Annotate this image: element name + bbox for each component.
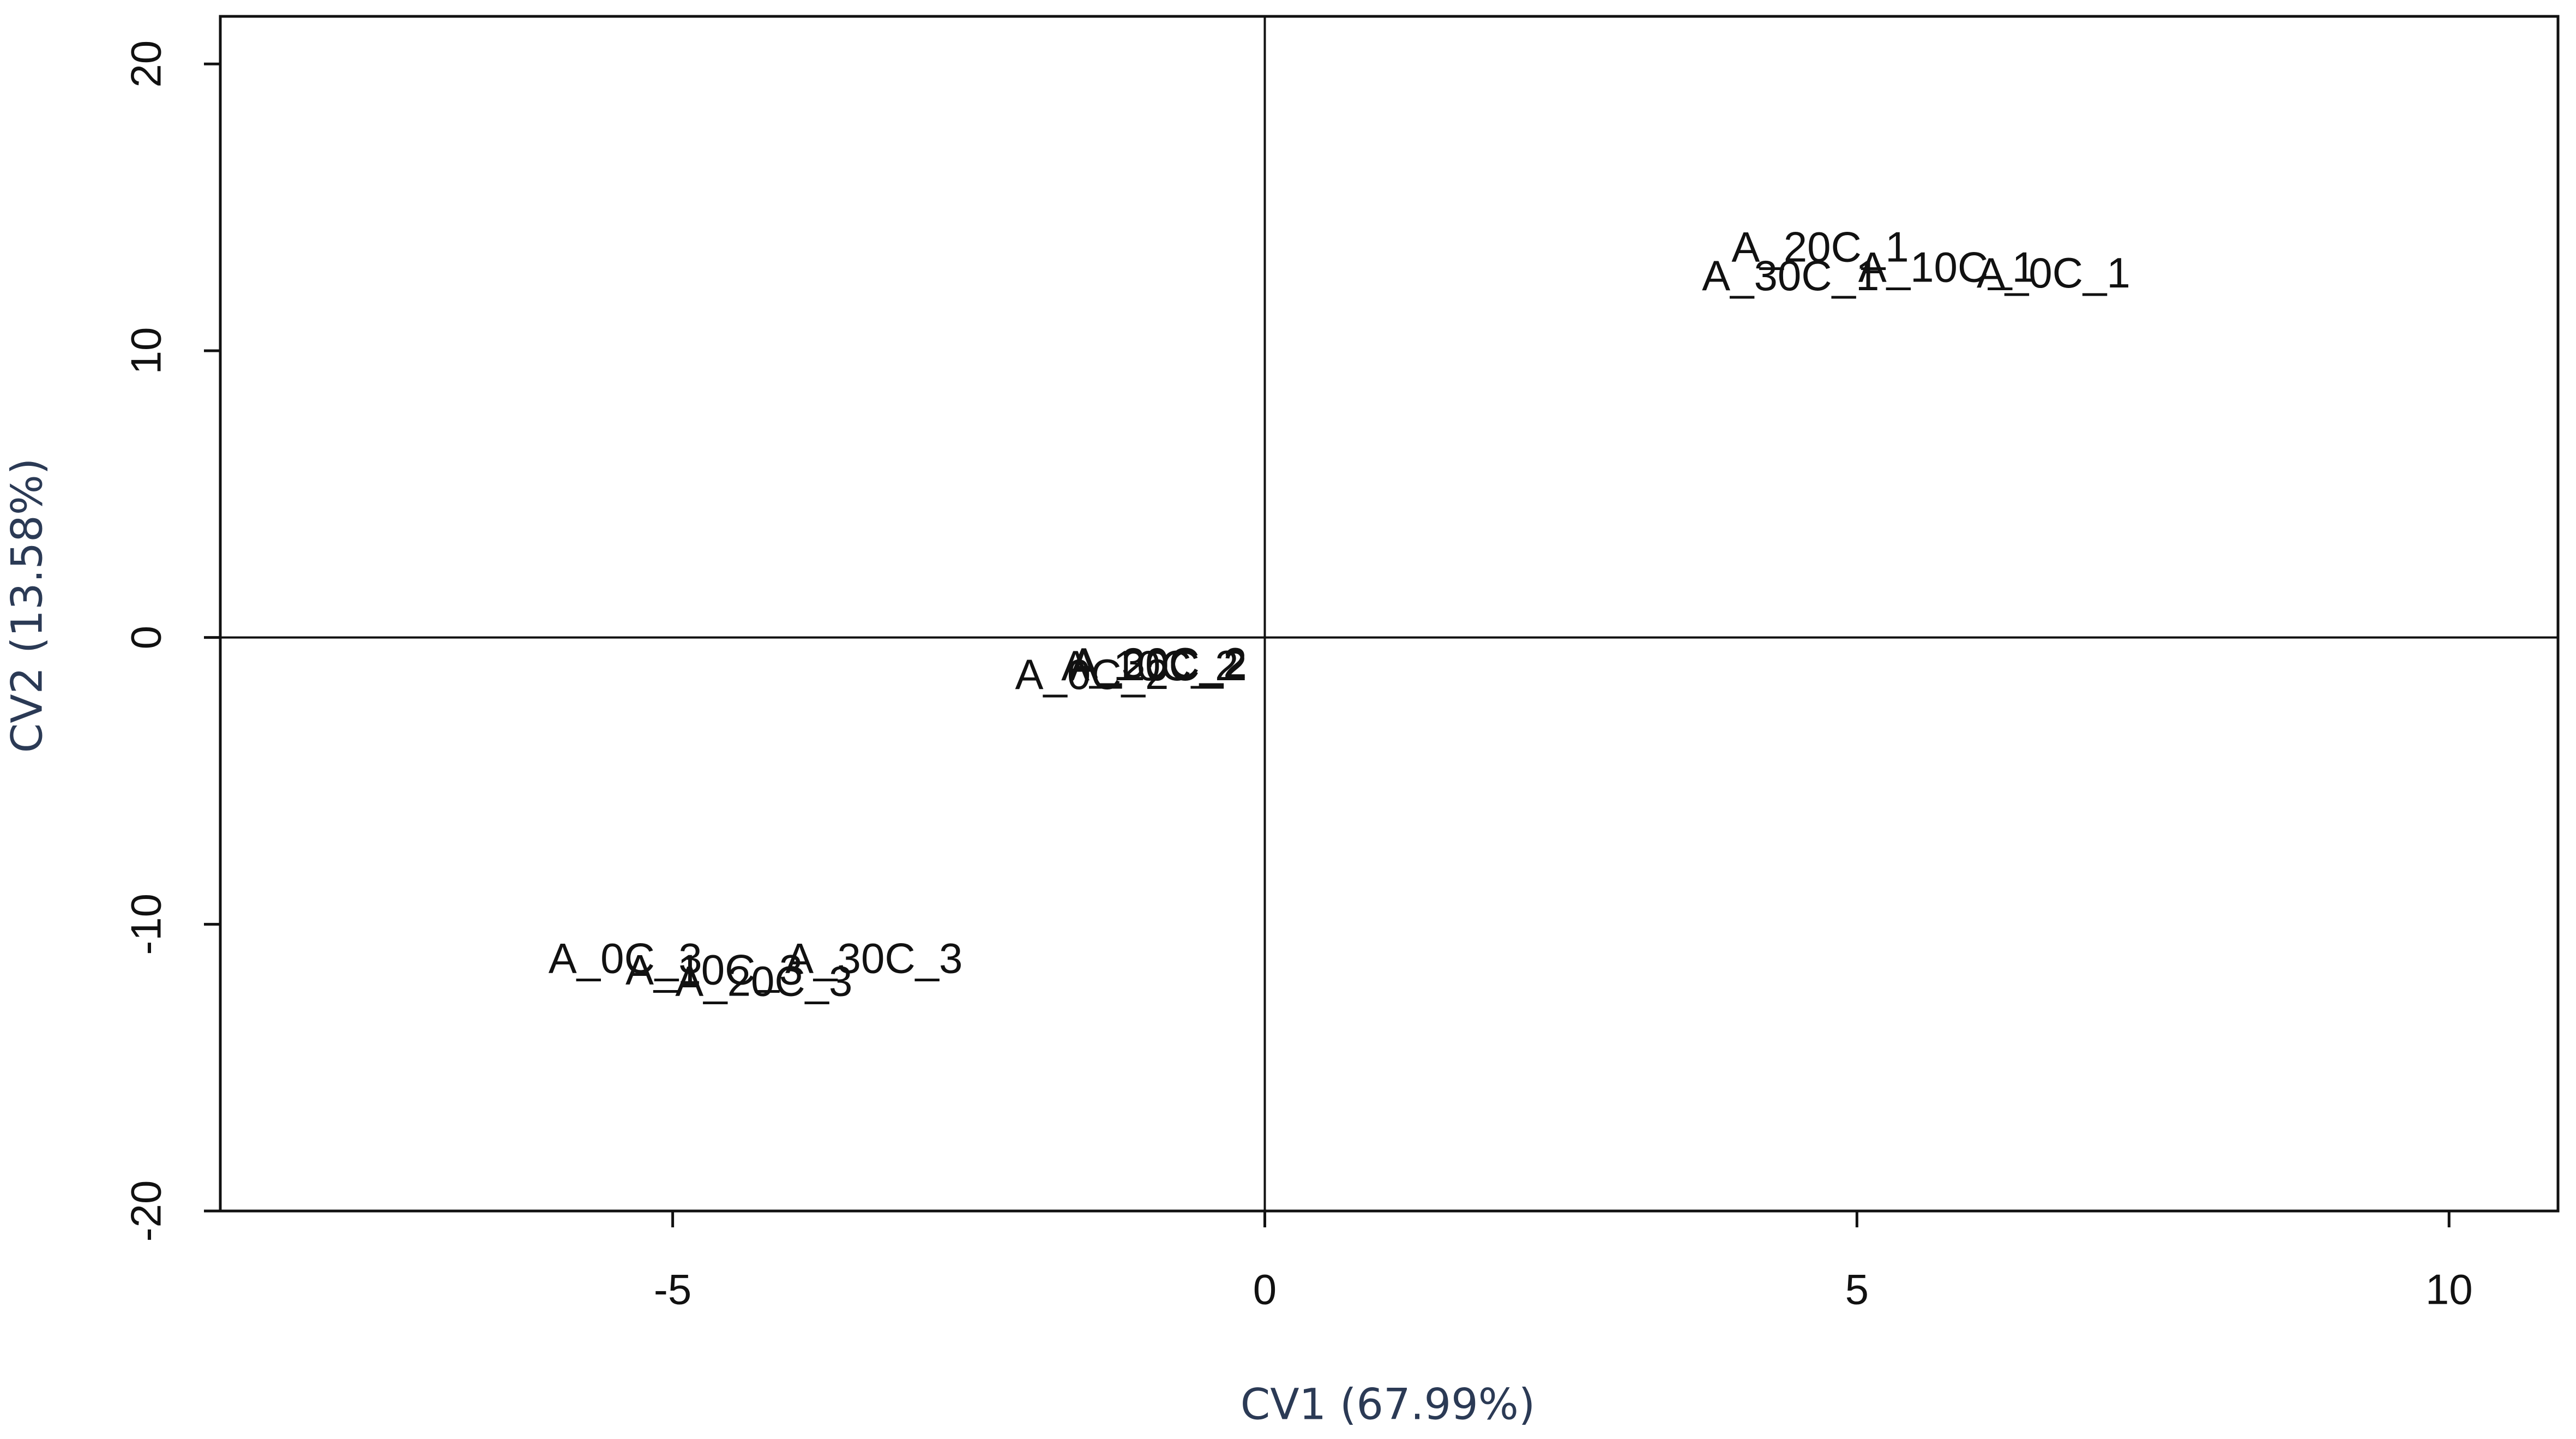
x-tick-label: 10 <box>2425 1266 2473 1314</box>
x-axis-title: CV1 (67.99%) <box>1241 1380 1536 1429</box>
x-tick-label: 5 <box>1845 1266 1869 1314</box>
point-label: A_20C_3 <box>675 957 852 1005</box>
y-axis-title: CV2 (13.58%) <box>3 458 52 753</box>
plot-frame <box>219 15 2560 1213</box>
point-label: A_10C_2 <box>1061 641 1238 689</box>
point-label: A_10C_1 <box>1858 243 2036 291</box>
point-label: A_30C_2 <box>1069 639 1247 687</box>
y-tick-label: 0 <box>122 626 170 649</box>
x-tick-label: -5 <box>654 1266 691 1314</box>
y-tick-label: 10 <box>122 327 170 375</box>
x-tick-label: 0 <box>1253 1266 1277 1314</box>
point-label: A_20C_2 <box>1069 641 1247 689</box>
y-tick-label: 20 <box>122 40 170 88</box>
y-tick-label: -10 <box>122 894 170 955</box>
point-label: A_30C_3 <box>785 934 962 982</box>
point-label: A_30C_1 <box>1702 251 1879 299</box>
y-tick-label: -20 <box>122 1180 170 1242</box>
point-label: A_0C_2 <box>1015 650 1169 698</box>
point-label: A_10C_3 <box>625 945 803 993</box>
point-label: A_20C_1 <box>1731 223 1909 271</box>
point-label: A_0C_1 <box>1977 249 2130 297</box>
point-label: A_0C_3 <box>549 934 702 982</box>
